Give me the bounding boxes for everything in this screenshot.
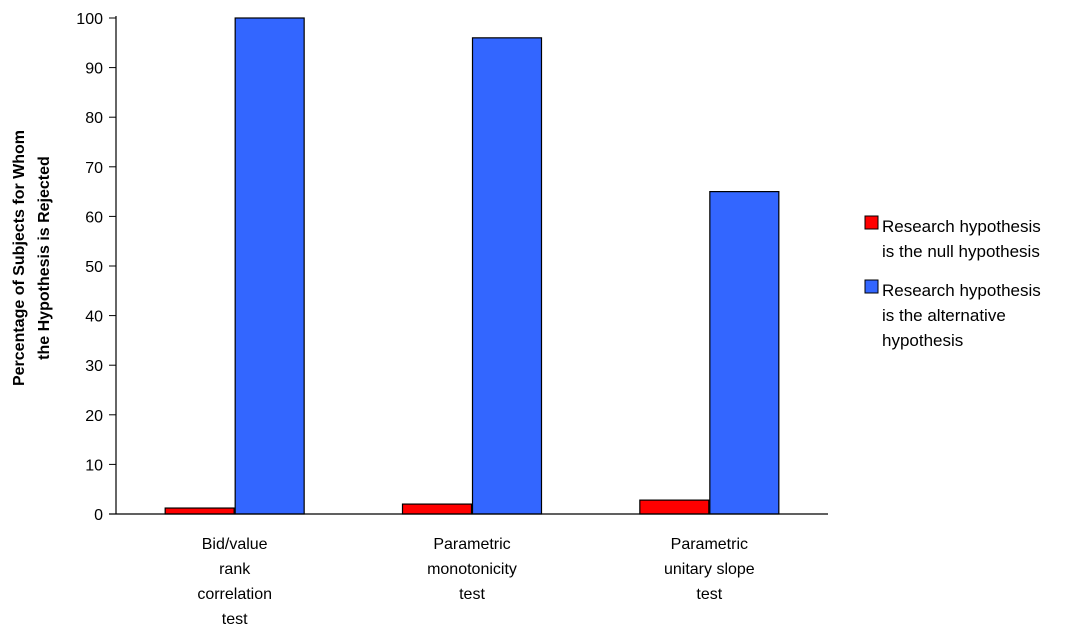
axes — [109, 16, 828, 515]
bar-alternative-hypothesis — [234, 17, 305, 515]
x-category-label: test — [696, 586, 722, 603]
y-axis-label: Percentage of Subjects for Whom the Hypot… — [11, 130, 53, 386]
y-axis-title-line: the Hypothesis is Rejected — [36, 156, 53, 360]
legend-swatch — [864, 279, 879, 294]
x-category-label: correlation — [197, 586, 272, 603]
x-category-label: test — [222, 611, 248, 628]
bar-null-hypothesis — [639, 499, 710, 515]
y-tick-label: 90 — [85, 61, 103, 78]
bar-alternative-hypothesis — [709, 191, 780, 515]
legend-label: is the null hypothesis — [882, 242, 1040, 261]
legend-label: hypothesis — [882, 331, 963, 350]
legend-label: Research hypothesis — [882, 217, 1041, 236]
x-category-label: Parametric — [433, 536, 510, 553]
legend-label: is the alternative — [882, 306, 1006, 325]
y-tick-label: 60 — [85, 209, 103, 226]
y-tick-label: 30 — [85, 358, 103, 375]
x-axis-category-labels: Bid/value rank correlation test Parametric mo… — [197, 536, 754, 628]
x-category-label: rank — [219, 561, 251, 578]
y-tick-label: 70 — [85, 160, 103, 177]
y-tick-label: 40 — [85, 309, 103, 326]
x-category-label: Bid/value — [202, 536, 268, 553]
y-tick-label: 20 — [85, 408, 103, 425]
y-tick-label: 0 — [94, 507, 103, 524]
y-tick-label: 80 — [85, 110, 103, 127]
x-category-label: test — [459, 586, 485, 603]
legend: Research hypothesis is the null hypothesi… — [864, 215, 1041, 350]
legend-label: Research hypothesis — [882, 281, 1041, 300]
bar-alternative-hypothesis — [471, 37, 543, 515]
x-category-label: unitary slope — [664, 561, 755, 578]
y-tick-label: 50 — [85, 259, 103, 276]
bar-null-hypothesis — [164, 507, 235, 515]
bar-null-hypothesis — [401, 503, 473, 515]
x-category-label: monotonicity — [427, 561, 517, 578]
y-tick-label: 100 — [76, 11, 103, 28]
y-axis-title-line: Percentage of Subjects for Whom — [11, 130, 28, 386]
y-tick-label: 10 — [85, 457, 103, 474]
x-category-label: Parametric — [671, 536, 748, 553]
bars — [164, 17, 780, 515]
y-axis-ticks: 0 10 20 30 40 50 60 70 80 90 100 — [76, 11, 116, 524]
legend-swatch — [864, 215, 879, 230]
